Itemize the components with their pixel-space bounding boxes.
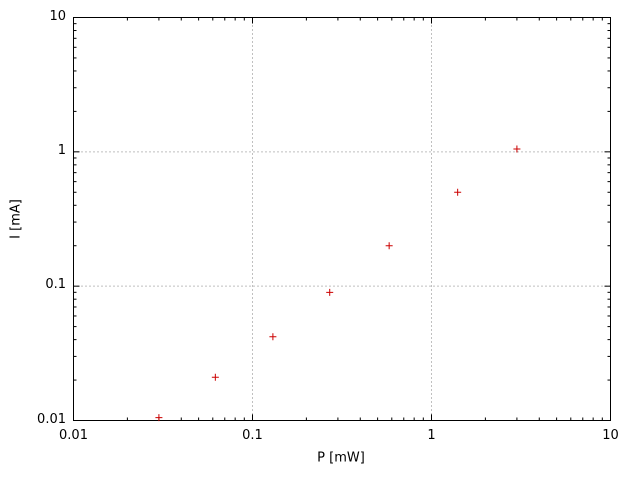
x-tick-label: 0.01	[59, 428, 88, 443]
y-tick-label: 1	[57, 142, 66, 158]
data-point-marker	[326, 288, 334, 296]
data-point-marker	[155, 414, 163, 422]
y-tick-label: 10	[49, 8, 66, 24]
x-tick-label: 1	[427, 428, 436, 443]
y-tick-label: 0.01	[37, 411, 66, 427]
data-point-marker	[269, 333, 277, 341]
x-tick-label: 0.1	[242, 428, 263, 443]
data-point-marker	[385, 242, 393, 250]
x-axis-label: P [mW]	[317, 450, 365, 466]
data-point-marker	[513, 145, 521, 153]
y-axis-label: I [mA]	[8, 199, 24, 239]
y-tick-label: 0.1	[45, 277, 66, 293]
data-point-marker	[454, 188, 462, 196]
plot-border	[73, 17, 611, 421]
data-point-marker	[211, 373, 219, 381]
x-tick-label: 10	[602, 428, 619, 443]
